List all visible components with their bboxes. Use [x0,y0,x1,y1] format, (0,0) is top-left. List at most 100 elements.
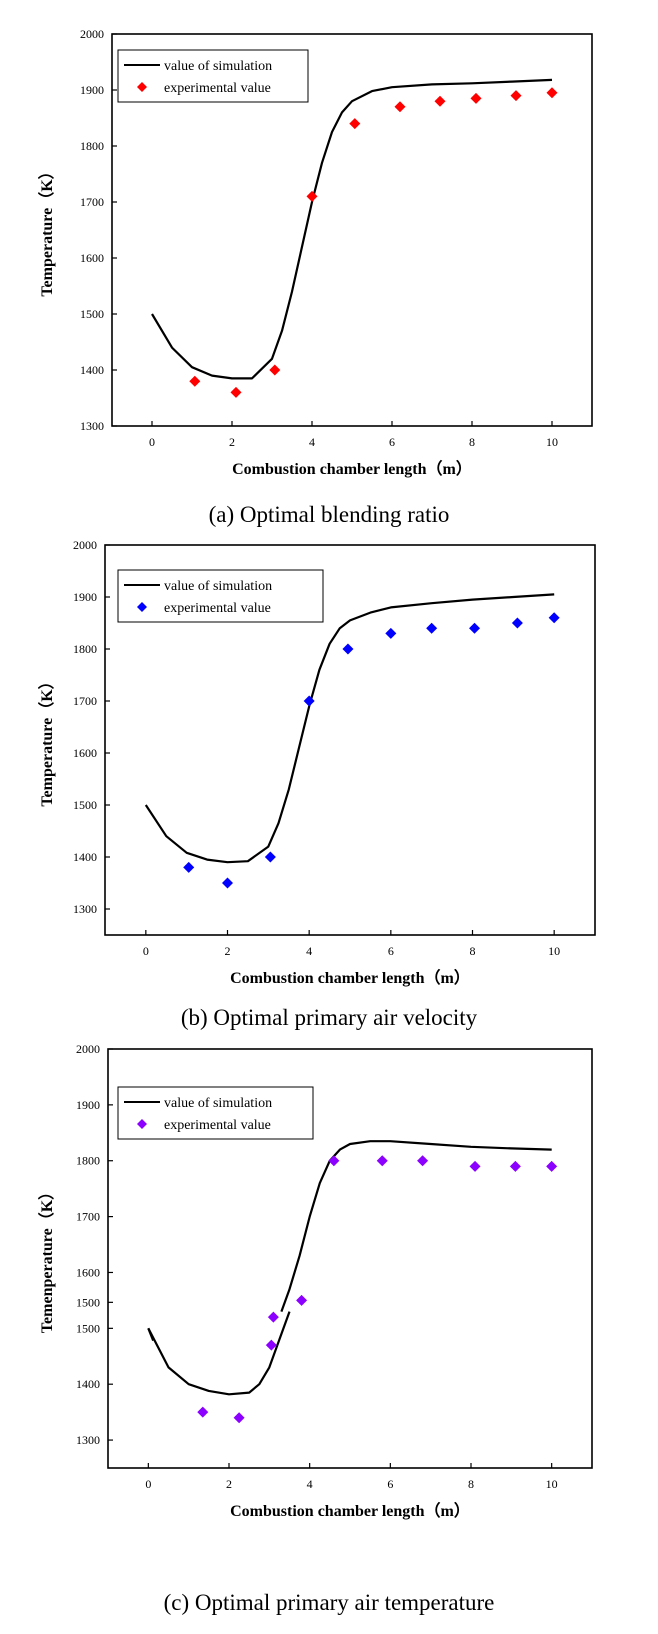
y-tick-label: 1400 [73,850,97,864]
y-tick-label: 1500 [73,798,97,812]
experimental-point [385,627,397,639]
experimental-point [546,87,558,99]
x-tick-label: 6 [389,435,395,449]
x-tick-label: 10 [546,1477,558,1491]
figure-caption: (b) Optimal primary air velocity [181,1005,478,1030]
x-tick-label: 8 [470,944,476,958]
y-tick-label: 2000 [80,27,104,41]
experimental-point [349,118,361,130]
experimental-point [303,695,315,707]
x-tick-label: 0 [143,944,149,958]
y-tick-label: 1600 [80,251,104,265]
y-tick-label: 1800 [76,1154,100,1168]
simulation-line [144,593,555,864]
y-tick-label: 1300 [76,1433,100,1447]
legend-label-simulation: value of simulation [164,59,272,74]
y-tick-label: 1600 [73,746,97,760]
legend-box [117,49,309,103]
y-tick-label: 1900 [76,1098,100,1112]
x-tick-label: 4 [307,1477,313,1491]
x-tick-label: 6 [388,944,394,958]
experimental-point [470,92,482,104]
experimental-point [306,190,318,202]
experimental-point [434,95,446,107]
y-tick-label: 1500 [80,307,104,321]
experimental-point [546,1160,558,1172]
figure-caption: (c) Optimal primary air temperature [164,1590,495,1615]
legend-label-experimental: experimental value [164,1118,271,1133]
experimental-point [230,386,242,398]
experimental-point [548,612,560,624]
x-tick-label: 8 [468,1477,474,1491]
experimental-point [267,1311,279,1323]
experimental-point [342,643,354,655]
legend-label-experimental: experimental value [164,81,271,96]
y-axis-title: Temenperature（K） [38,1184,56,1333]
y-axis-title: Temperature（K） [38,673,56,806]
legend-marker-swatch [137,1119,147,1129]
legend-marker-swatch [137,602,147,612]
y-tick-label: 2000 [73,538,97,552]
simulation-line [147,1311,291,1396]
experimental-point [264,851,276,863]
experimental-point [233,1412,245,1424]
y-tick-label: 1700 [76,1210,100,1224]
y-tick-label: 1700 [73,694,97,708]
legend-marker-swatch [137,82,147,92]
y-tick-label: 1900 [80,83,104,97]
experimental-point [183,861,195,873]
experimental-point [269,364,281,376]
simulation-line [280,1140,552,1312]
y-tick-label: 2000 [76,1042,100,1056]
x-tick-label: 10 [548,944,560,958]
y-tick-label: 1400 [76,1377,100,1391]
legend-label-simulation: value of simulation [164,579,272,594]
experimental-point [511,617,523,629]
experimental-point [376,1155,388,1167]
y-tick-label: 1700 [80,195,104,209]
experimental-point [394,101,406,113]
experimental-point [328,1155,340,1167]
y-tick-label: 1800 [80,139,104,153]
y-axis-title: Temperature（K） [38,163,56,296]
x-axis-title: Combustion chamber length（m） [232,460,472,478]
plot-frame [111,33,593,427]
x-axis-title: Combustion chamber length（m） [230,1502,470,1520]
simulation-line [151,78,553,380]
experimental-point [222,877,233,889]
experimental-point [197,1406,209,1418]
chart-panel-a: 0 2 4 6 8 10 1300 1400 1500 1600 1700 1800 1900 2000 C… [38,27,593,527]
x-tick-label: 2 [225,944,231,958]
legend-box [117,1086,314,1140]
legend-label-experimental: experimental value [164,601,271,616]
y-tick-label-extra: 1500 [76,1295,100,1309]
chart-panel-b: 0 2 4 6 8 10 1300 1400 1500 1600 1700 1800 1900 2000 C… [38,538,596,1030]
x-tick-label: 2 [229,435,235,449]
x-tick-label: 8 [469,435,475,449]
legend-label-simulation: value of simulation [164,1096,272,1111]
experimental-point [189,375,201,387]
simulation-line [147,1327,155,1342]
x-axis-title: Combustion chamber length（m） [230,969,470,987]
x-tick-label: 10 [546,435,558,449]
figure-caption: (a) Optimal blending ratio [209,502,450,527]
experimental-point [426,622,438,634]
y-tick-label: 1500 [76,1321,100,1335]
y-tick-label: 1300 [73,902,97,916]
experimental-point [296,1294,308,1306]
x-tick-label: 2 [226,1477,232,1491]
legend-box [117,569,324,623]
experimental-point [509,1160,521,1172]
plot-frame [104,544,596,936]
experimental-point [265,1339,277,1351]
x-tick-label: 4 [306,944,312,958]
y-tick-label: 1900 [73,590,97,604]
experimental-point [417,1155,429,1167]
y-tick-label: 1400 [80,363,104,377]
plot-frame [107,1048,593,1469]
experimental-point [510,90,522,102]
x-tick-label: 4 [309,435,315,449]
y-tick-label: 1600 [76,1265,100,1279]
experimental-point [469,1160,481,1172]
